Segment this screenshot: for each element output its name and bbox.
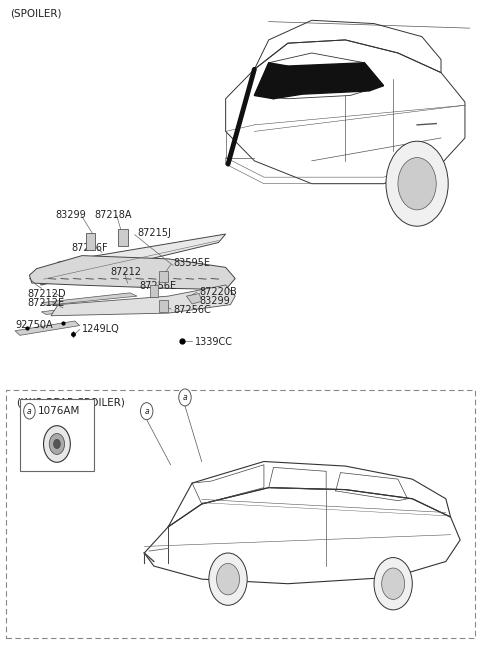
- FancyBboxPatch shape: [86, 233, 96, 250]
- Circle shape: [209, 553, 247, 605]
- Text: 87215J: 87215J: [137, 228, 171, 238]
- Text: 87220B: 87220B: [199, 286, 237, 297]
- FancyBboxPatch shape: [118, 229, 128, 246]
- Text: a: a: [144, 407, 149, 416]
- Circle shape: [44, 426, 71, 462]
- Text: 1076AM: 1076AM: [38, 406, 81, 416]
- FancyBboxPatch shape: [159, 271, 168, 282]
- Polygon shape: [254, 63, 288, 99]
- Text: 87212D: 87212D: [27, 288, 66, 299]
- Text: 83299: 83299: [56, 210, 86, 220]
- FancyBboxPatch shape: [159, 300, 168, 312]
- Circle shape: [374, 557, 412, 610]
- Text: a: a: [27, 407, 32, 416]
- Text: 83595E: 83595E: [173, 259, 210, 269]
- Text: 1249LQ: 1249LQ: [82, 324, 120, 334]
- Circle shape: [382, 568, 405, 599]
- Text: 92750A: 92750A: [15, 320, 53, 330]
- Polygon shape: [29, 255, 235, 290]
- Text: 87212E: 87212E: [27, 298, 64, 309]
- FancyBboxPatch shape: [20, 400, 94, 472]
- Text: (SPOILER): (SPOILER): [10, 9, 62, 18]
- Circle shape: [49, 434, 65, 455]
- Text: 1339CC: 1339CC: [194, 337, 232, 347]
- Circle shape: [398, 158, 436, 210]
- Circle shape: [141, 403, 153, 420]
- Text: 83299: 83299: [199, 295, 230, 306]
- Circle shape: [24, 403, 35, 419]
- Circle shape: [386, 141, 448, 226]
- Text: 87256E: 87256E: [140, 281, 177, 291]
- Text: 87218A: 87218A: [94, 210, 132, 220]
- Circle shape: [54, 440, 60, 449]
- Circle shape: [216, 563, 240, 595]
- Text: 87212: 87212: [111, 267, 142, 277]
- Polygon shape: [186, 293, 202, 304]
- Polygon shape: [36, 234, 226, 285]
- Circle shape: [179, 389, 191, 406]
- Polygon shape: [15, 321, 80, 335]
- Text: (W/O REAR SPOILER): (W/O REAR SPOILER): [17, 398, 125, 407]
- Text: 87256F: 87256F: [72, 243, 108, 253]
- Text: 87256C: 87256C: [173, 305, 211, 315]
- Polygon shape: [51, 285, 235, 316]
- Polygon shape: [274, 63, 384, 99]
- Polygon shape: [41, 302, 130, 314]
- Polygon shape: [41, 293, 137, 305]
- FancyBboxPatch shape: [150, 285, 158, 297]
- Text: a: a: [183, 393, 187, 402]
